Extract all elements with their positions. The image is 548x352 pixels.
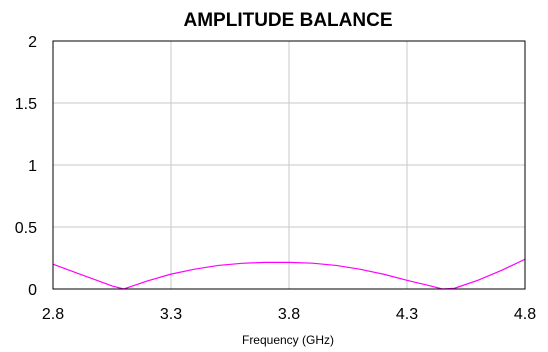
y-tick-label: 1 [28,158,37,175]
x-axis-ticks: 2.8 3.3 3.8 4.3 4.8 [42,306,536,323]
x-tick-label: 3.3 [160,306,182,323]
y-axis-ticks: 0 0.5 1 1.5 2 [15,34,37,299]
x-tick-label: 4.8 [514,306,536,323]
chart-title: AMPLITUDE BALANCE [184,10,393,31]
y-tick-label: 1.5 [15,96,37,113]
grid [52,40,526,290]
x-tick-label: 3.8 [278,306,300,323]
plot-frame [52,40,526,290]
x-tick-label: 2.8 [42,306,64,323]
x-tick-label: 4.3 [396,306,418,323]
y-tick-label: 0.5 [15,220,37,237]
y-tick-label: 0 [28,282,37,299]
y-tick-label: 2 [28,34,37,51]
x-axis-label: Frequency (GHz) [242,333,334,347]
